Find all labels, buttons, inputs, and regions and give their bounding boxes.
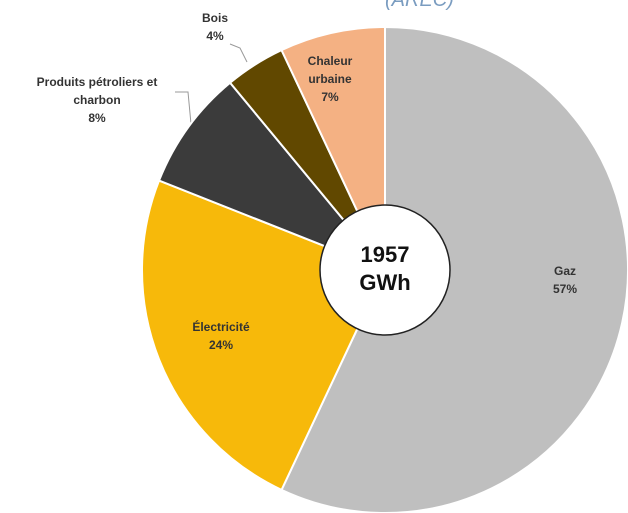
slice-value-label: 4%	[206, 29, 224, 43]
slice-value-label: 8%	[88, 111, 106, 125]
slice-label: Produits pétroliers et charbon	[36, 75, 158, 107]
slice-label: Chaleur urbaine	[307, 54, 353, 86]
slice-value-label: 57%	[552, 282, 578, 296]
center-label: 1957	[361, 242, 410, 267]
slice-label: Bois	[201, 11, 228, 25]
pie-slice	[280, 25, 386, 271]
center-circle	[319, 204, 451, 336]
leader-line	[175, 91, 192, 125]
pie-slice	[280, 25, 628, 513]
subtitle: (AREC)	[385, 0, 454, 11]
slice-label: Électricité	[192, 320, 250, 334]
leader-line	[229, 43, 248, 63]
slice-value-label: 7%	[321, 90, 339, 104]
slice-label: Gaz	[553, 264, 576, 278]
pie-slice	[157, 81, 386, 271]
slice-value-label: 24%	[208, 338, 234, 352]
center-label: GWh	[359, 270, 410, 295]
